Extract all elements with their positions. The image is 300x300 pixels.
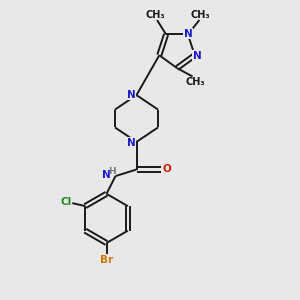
Text: Cl: Cl: [61, 197, 72, 207]
Text: N: N: [127, 137, 136, 148]
Text: N: N: [193, 51, 202, 61]
Text: CH₃: CH₃: [190, 10, 210, 20]
Text: O: O: [163, 164, 172, 175]
Text: N: N: [102, 170, 111, 180]
Text: N: N: [127, 89, 136, 100]
Text: CH₃: CH₃: [146, 10, 165, 20]
Text: CH₃: CH₃: [185, 77, 205, 87]
Text: H: H: [108, 167, 116, 176]
Text: N: N: [184, 29, 192, 39]
Text: Br: Br: [100, 255, 113, 265]
